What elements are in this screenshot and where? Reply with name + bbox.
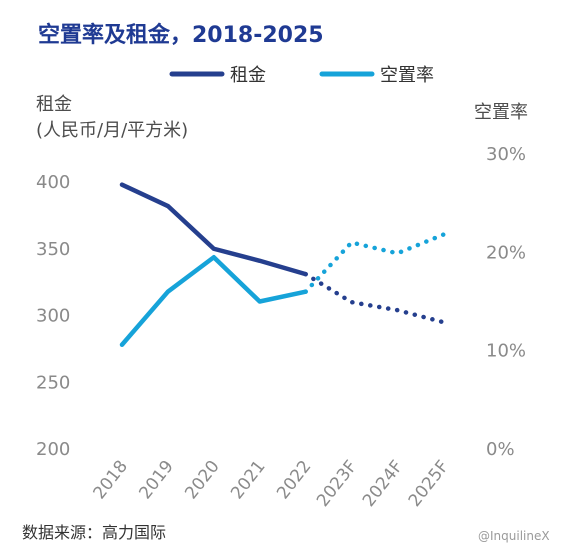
vacancy-actual-line [119,255,308,348]
series-layer [119,182,446,348]
chart-title: 空置率及租金，2018-2025 [38,22,324,48]
x-tick-label: 2023F [313,457,361,511]
source-note: 数据来源：高力国际 [22,523,166,542]
rent-forecast-line [303,271,446,325]
left-tick-label: 300 [36,306,70,327]
right-tick-label: 20% [486,242,526,263]
right-axis-title: 空置率 [474,102,528,123]
right-tick-label: 10% [486,341,526,362]
legend-rent-label: 租金 [230,65,266,86]
rent-actual-line [119,182,308,277]
left-axis-ticks: 400 350 300 250 200 [36,172,70,460]
x-tick-label: 2020 [181,457,223,503]
right-tick-label: 0% [486,439,515,460]
x-tick-label: 2018 [90,457,132,503]
vacancy-forecast-line [303,232,446,294]
x-tick-label: 2025F [405,457,453,511]
x-tick-label: 2019 [135,457,177,503]
left-tick-label: 350 [36,239,70,260]
left-axis-title-line2: (人民币/月/平方米) [36,120,188,141]
watermark: @InquilineX [478,529,550,543]
legend: 租金 空置率 [169,65,434,86]
left-tick-label: 250 [36,372,70,393]
left-tick-label: 400 [36,172,70,193]
x-tick-label: 2022 [273,457,315,503]
x-tick-label: 2024F [359,457,407,511]
legend-vacancy-label: 空置率 [380,65,434,86]
right-tick-label: 30% [486,144,526,165]
x-tick-label: 2021 [227,457,269,503]
right-axis-ticks: 30% 20% 10% 0% [486,144,526,460]
left-axis-title-line1: 租金 [36,94,72,115]
left-tick-label: 200 [36,439,70,460]
